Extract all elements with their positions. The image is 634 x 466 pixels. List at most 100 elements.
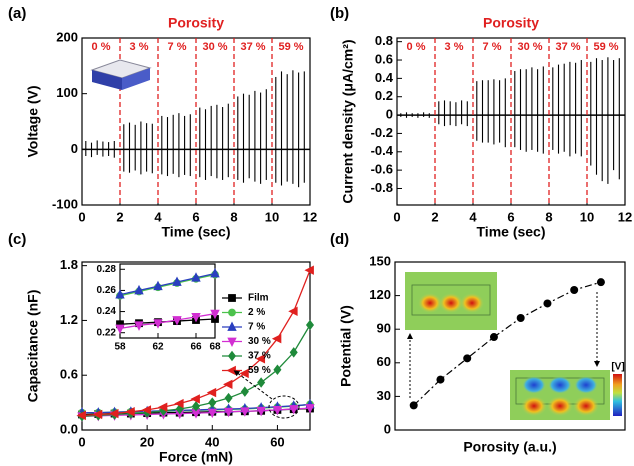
data-point	[543, 299, 552, 308]
field-map-low	[405, 272, 497, 330]
region-label: 0 %	[407, 41, 426, 53]
region-label: 37 %	[240, 41, 265, 53]
region-label: 7 %	[483, 41, 502, 53]
marker	[207, 408, 217, 419]
y-tick-label: 0.28	[97, 264, 117, 275]
marker	[228, 308, 236, 317]
marker	[191, 401, 201, 412]
x-tick-label: 0	[78, 209, 85, 224]
y-axis-label: Potential (V)	[338, 305, 354, 387]
marker	[223, 407, 234, 418]
region-label: 3 %	[445, 41, 464, 53]
marker	[175, 403, 184, 415]
marker	[134, 284, 144, 295]
data-point	[436, 375, 445, 384]
colorbar-label: [V]	[611, 362, 624, 373]
marker	[223, 379, 233, 390]
x-tick-label: 8	[545, 209, 552, 224]
legend-label: 37 %	[248, 351, 271, 362]
device-front	[92, 70, 122, 90]
marker	[153, 319, 163, 329]
data-point	[596, 278, 605, 287]
device-icon	[90, 59, 152, 90]
marker	[141, 405, 152, 415]
data-point	[570, 286, 579, 294]
trend-curve	[413, 281, 602, 406]
marker	[210, 309, 220, 320]
y-tick-label: 0.22	[97, 327, 117, 338]
y-tick-label: 0	[386, 107, 393, 122]
porosity-title: Porosity	[483, 15, 539, 31]
x-tick-label: 6	[192, 209, 199, 224]
data-point	[516, 314, 525, 322]
marker	[288, 306, 298, 317]
legend-label: 59 %	[248, 365, 271, 376]
data-point	[489, 333, 498, 342]
y-tick-label: 0.24	[97, 306, 117, 317]
x-tick-label: 12	[618, 209, 632, 224]
marker	[125, 407, 135, 417]
y-tick-label: 100	[56, 85, 78, 100]
region-label: 7 %	[168, 41, 187, 53]
x-tick-label: 68	[209, 342, 221, 353]
marker	[240, 407, 250, 417]
data-point	[409, 401, 418, 410]
x-tick-label: 10	[265, 209, 279, 224]
region-label: 30 %	[517, 41, 542, 53]
marker	[76, 410, 86, 421]
y-tick-label: 0.6	[375, 51, 393, 66]
y-tick-label: -0.6	[371, 162, 393, 177]
marker	[92, 409, 103, 420]
marker	[115, 324, 125, 335]
legend-label: 7 %	[248, 322, 265, 333]
x-tick-label: 6	[507, 209, 514, 224]
marker	[191, 272, 201, 282]
marker	[289, 347, 298, 358]
region-label: 59 %	[278, 41, 303, 53]
region-label: 37 %	[555, 41, 580, 53]
marker	[273, 364, 282, 375]
marker	[289, 405, 299, 415]
x-axis-label: Porosity (a.u.)	[463, 439, 556, 455]
marker	[305, 319, 315, 331]
y-tick-label: 1.2	[60, 312, 78, 327]
y-tick-label: 150	[369, 253, 391, 268]
marker	[190, 394, 200, 404]
marker	[227, 321, 237, 331]
data-point	[463, 354, 472, 363]
y-tick-label: 0	[71, 141, 78, 156]
marker	[256, 406, 266, 417]
legend-label: Film	[248, 293, 269, 304]
zoom-arrow	[233, 370, 273, 400]
marker	[210, 267, 220, 278]
x-tick-label: 60	[270, 434, 284, 449]
x-tick-label: 10	[580, 209, 594, 224]
x-tick-label: 0	[78, 434, 85, 449]
x-tick-label: 0	[393, 209, 400, 224]
y-tick-label: 1.8	[60, 257, 78, 272]
y-axis-label: Voltage (V)	[25, 85, 41, 157]
x-tick-label: 66	[190, 342, 202, 353]
x-axis-label: Force (mN)	[159, 449, 233, 465]
region-label: 0 %	[92, 41, 111, 53]
series-line	[119, 272, 216, 296]
marker	[304, 265, 314, 275]
marker	[157, 402, 168, 412]
y-tick-label: -0.2	[371, 125, 393, 140]
region-label: 3 %	[130, 41, 149, 53]
x-tick-label: 12	[303, 209, 317, 224]
field-map-high	[510, 370, 610, 420]
y-axis-label: Current density (μA/cm²)	[340, 39, 356, 203]
y-tick-label: 0.6	[60, 367, 78, 382]
region-label: 30 %	[202, 41, 227, 53]
x-tick-label: 40	[205, 434, 219, 449]
panel-label: (a)	[8, 5, 26, 22]
marker	[208, 397, 217, 408]
x-tick-label: 20	[140, 434, 154, 449]
marker	[206, 387, 217, 398]
y-tick-label: 60	[377, 354, 391, 369]
inset-frame	[119, 263, 216, 339]
marker	[224, 392, 233, 404]
y-tick-label: 90	[377, 321, 391, 336]
